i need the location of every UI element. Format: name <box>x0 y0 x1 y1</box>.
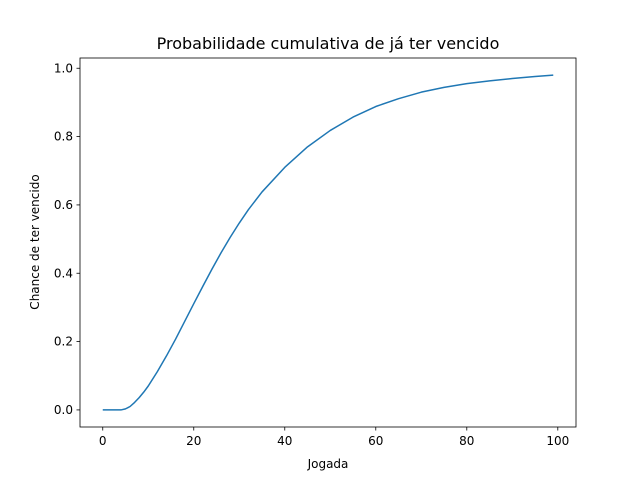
chart-title: Probabilidade cumulativa de já ter venci… <box>157 34 500 53</box>
y-tick-label: 0.6 <box>54 198 73 212</box>
x-tick-label: 40 <box>277 434 292 448</box>
x-tick-label: 60 <box>368 434 383 448</box>
x-tick-label: 80 <box>459 434 474 448</box>
x-tick-label: 0 <box>99 434 107 448</box>
y-tick-label: 0.4 <box>54 266 73 280</box>
y-axis-label: Chance de ter vencido <box>28 174 42 309</box>
series-line <box>102 74 554 411</box>
y-tick-label: 0.8 <box>54 130 73 144</box>
x-tick-label: 100 <box>546 434 569 448</box>
x-tick-label: 20 <box>186 434 201 448</box>
y-tick-label: 0.2 <box>54 335 73 349</box>
axes-frame <box>79 57 577 428</box>
plot-area: 0 20 40 60 80 100 0.0 0.2 0.4 0.6 0.8 1.0 <box>54 57 577 448</box>
y-tick-label: 1.0 <box>54 61 73 75</box>
x-axis-label: Jogada <box>307 457 349 471</box>
y-tick-label: 0.0 <box>54 403 73 417</box>
